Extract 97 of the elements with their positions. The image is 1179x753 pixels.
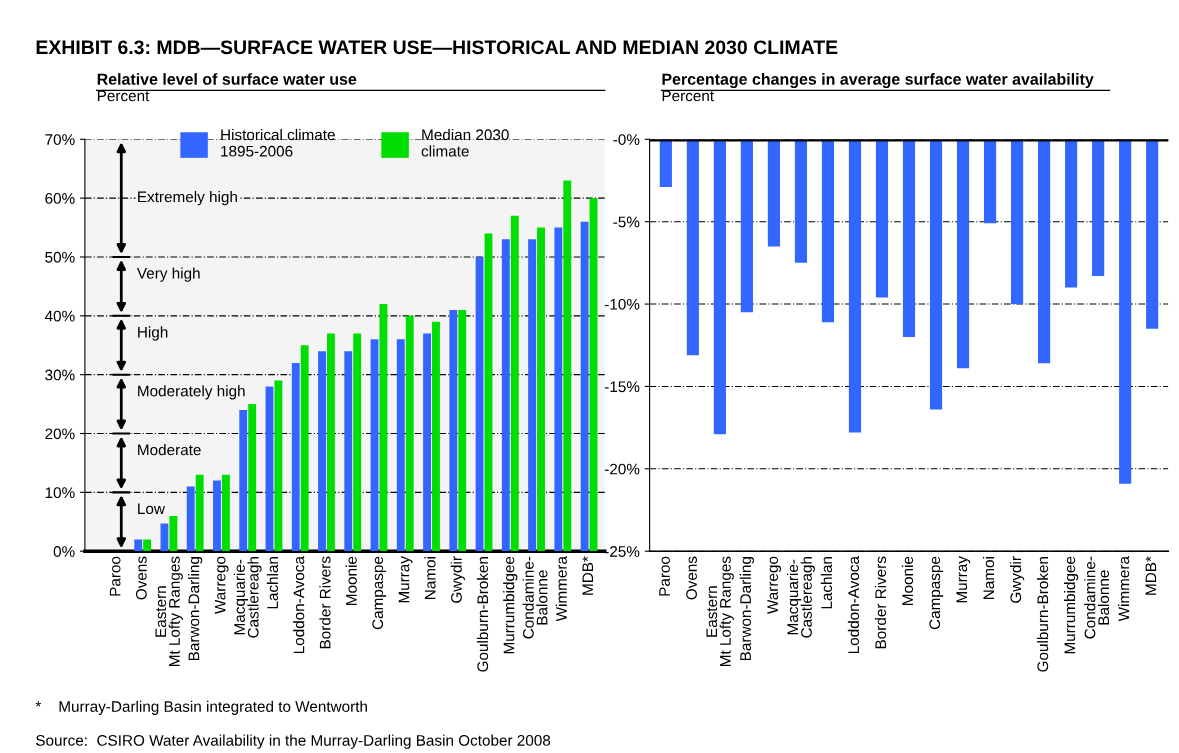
x-tick-label: Namoi [424,557,436,599]
y-tick-label: 50% [45,251,75,263]
x-tick-label: Border Rivers [874,556,887,649]
y-tick-label: -0% [613,134,640,145]
x-tick-label: Murray [398,556,413,603]
y-axis-title: Percent [662,90,714,102]
y-tick-label: -15% [604,381,640,393]
bar [169,515,178,552]
x-tick-label: Wimmera [1118,556,1130,622]
y-tick-label: 0% [53,546,75,557]
x-tick-label: Murrumbidgee [503,556,518,654]
bar [248,404,257,552]
bar [327,333,335,552]
bar [221,474,230,552]
bar [475,256,484,552]
x-tick-label: Loddon-Avoca [847,556,860,654]
x-tick-label: Moonie [901,556,914,605]
x-tick-label: Macquarie- Castlereagh [233,557,262,638]
bar [528,239,537,552]
x-tick-label: Barwon-Darling [188,557,203,661]
y-tick-label: -25% [604,546,640,557]
legend-label: Historical climate 1895-2006 [221,128,335,157]
bar [134,539,143,552]
band-label: Very high [136,267,200,282]
legend-label: Median 2030 climate [421,128,509,157]
bar [186,486,195,552]
y-tick-label: 40% [44,310,75,322]
x-tick-label: Goulburn-Broken [1036,557,1049,672]
x-tick-label: Campaspe [372,556,387,630]
bar [213,480,221,552]
x-tick-label: Lachlan [266,557,279,609]
band-label: Moderately high [138,385,245,400]
chart-title: Percentage changes in average surface water availability [662,73,1094,89]
x-tick-label: Lachlan [820,557,833,609]
x-tick-label: Wimmera [555,556,567,622]
chart-title: EXHIBIT 6.3: MDB—SURFACE WATER USE—HISTORICAL AND MEDIAN 2030 CLIMATE [36,40,838,55]
x-tick-label: Gwydir [450,556,465,603]
bar [353,333,362,552]
x-tick-label: Moonie [345,556,357,605]
x-tick-label: Ovens [686,556,697,600]
bar [423,333,431,552]
bar [510,215,519,552]
x-tick-label: Murray [956,556,971,603]
bar [580,221,589,552]
y-tick-label: -5% [613,216,640,228]
x-tick-label: Paroo [659,556,670,596]
bar [300,345,309,552]
x-tick-label: MDB* [582,556,594,595]
band-label: Extremely high [138,191,237,206]
x-tick-label: Loddon-Avoca [293,556,305,654]
y-tick-label: 30% [45,369,75,381]
x-tick-label: Ovens [135,556,147,600]
bar [195,474,204,552]
x-tick-label: Barwon-Darling [739,557,755,661]
chart-subtitle: Relative level of surface water use [97,73,357,85]
x-tick-label: Warrego [767,556,782,614]
bar [458,309,467,552]
y-tick-label: -10% [604,298,640,310]
bar [291,362,300,552]
x-tick-label: Goulburn-Broken [476,557,489,672]
bar [405,315,414,552]
band-label: Moderate [138,444,201,456]
bar [344,351,353,552]
x-tick-label: Warrego [214,556,229,614]
x-tick-label: Campaspe [929,556,944,630]
x-tick-label: Gwydir [1009,556,1025,603]
bar [318,351,326,552]
bar [449,309,458,552]
x-tick-label: Murrumbidgee [1064,556,1079,654]
x-tick-label: Condamine- Balonne [522,556,548,639]
y-tick-label: 60% [45,193,75,204]
y-tick-label: 20% [45,428,75,440]
bar [501,239,510,552]
x-tick-label: Macquarie- Castlereagh [786,557,815,638]
x-tick-label: Eastern Mt Lofty Ranges [706,556,734,667]
text: * Murray-Darling Basin integrated to Wentworth [35,700,367,715]
x-tick-label: Namoi [982,557,995,599]
bar [239,409,248,552]
x-tick-label: MDB* [1145,556,1157,595]
band-label: High [138,326,168,341]
x-tick-label: Border Rivers [319,556,331,649]
bar [432,321,440,552]
band-label: Low [138,503,165,515]
bar [554,227,563,552]
bar [396,339,405,552]
bar [563,180,572,552]
x-tick-label: Paroo [109,556,121,596]
y-tick-label: 10% [45,487,75,499]
x-tick-label: Condamine- Balonne [1084,556,1110,639]
bar [143,539,152,552]
y-tick-label: -20% [604,463,640,475]
source-note: Source: CSIRO Water Availability in the Murray-Darling Basin October 2008 [36,734,551,749]
bar [274,380,283,552]
y-tick-label: 70% [45,134,75,145]
bar [537,227,545,552]
y-axis-title: Percent [97,90,150,102]
x-tick-label: Eastern Mt Lofty Ranges [155,556,183,667]
